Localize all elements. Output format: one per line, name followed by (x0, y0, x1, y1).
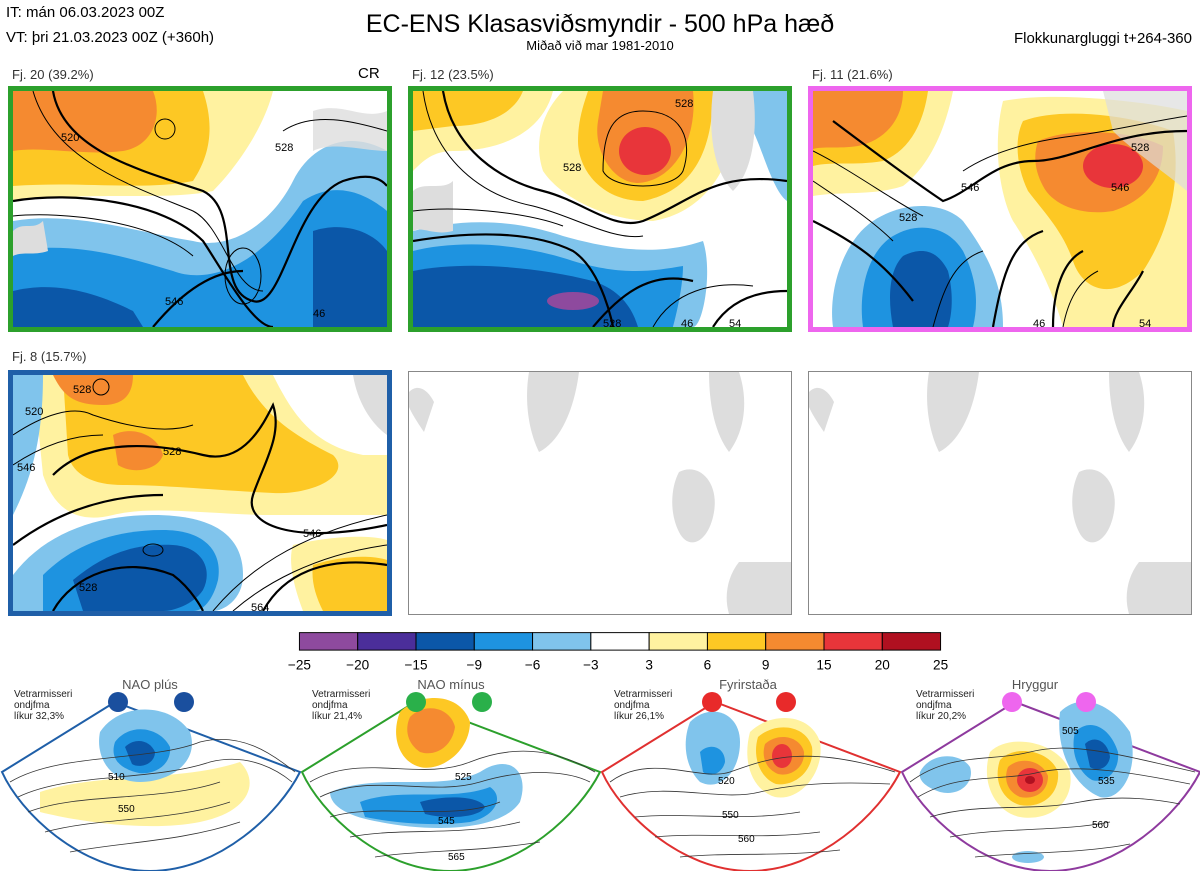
contour-label: 54 (729, 318, 741, 327)
contour-label: 528 (899, 212, 917, 224)
regime-row: 510 550 525 545 565 (0, 672, 1200, 873)
colorbar-segment (298, 632, 359, 651)
contour-label: 528 (563, 162, 581, 174)
regime-label: 525 (455, 772, 472, 783)
contour-label: 54 (1139, 318, 1151, 327)
colorbar-tick: −3 (583, 658, 599, 673)
colorbar-segment (357, 632, 417, 651)
regime-label: 545 (438, 816, 455, 827)
contour-label: 46 (313, 308, 325, 320)
empty-map-5 (408, 371, 792, 615)
contour-label: 528 (163, 446, 181, 458)
contour-label: 46 (1033, 318, 1045, 327)
empty-map-6 (808, 371, 1192, 615)
regime-title-2: NAO mínus (417, 677, 485, 692)
page-subtitle: Miðað við mar 1981-2010 (526, 38, 674, 53)
contour-label: 528 (1131, 142, 1149, 154)
contour-label: 46 (681, 318, 693, 327)
colorbar-tick: −20 (346, 658, 369, 673)
contour-label: 528 (275, 142, 293, 154)
contour-label: 528 (603, 318, 621, 327)
colorbar-tick: 15 (816, 658, 831, 673)
colorbar: −25 −20 −15 −9 −6 −3 3 6 9 15 20 25 (280, 632, 960, 681)
initial-time: IT: mán 06.03.2023 00Z (6, 4, 165, 21)
regime-title-3: Fyrirstaða (719, 677, 777, 692)
contour-label: 528 (73, 384, 91, 396)
regime-title-4: Hryggur (1011, 677, 1059, 692)
regime-ridge: 505 535 560 (900, 692, 1200, 873)
colorbar-segment (648, 632, 708, 651)
regime-blocking: 520 550 560 (600, 692, 902, 873)
regime-note-3: Vetrarmisseri ondjfma líkur 26,1% (614, 689, 673, 722)
contour-label: 528 (79, 582, 97, 594)
regime-label: 565 (448, 852, 465, 863)
regime-label: 560 (1092, 820, 1109, 831)
colorbar-segment (532, 632, 592, 651)
cluster-map-3: 528 546 528 546 46 54 (808, 86, 1192, 332)
regime-title-1: NAO plús (122, 677, 178, 692)
cluster-map-2: 528 528 528 46 54 (408, 86, 792, 332)
contour-label: 528 (675, 98, 693, 110)
colorbar-segment (881, 632, 942, 651)
colorbar-segment (590, 632, 650, 651)
colorbar-tick: 25 (933, 658, 948, 673)
colorbar-tick: 20 (875, 658, 891, 673)
colorbar-tick: −9 (467, 658, 483, 673)
regime-note-1: Vetrarmisseri ondjfma líkur 32,3% (14, 689, 73, 722)
page-title: EC-ENS Klasasviðsmyndir - 500 hPa hæð (365, 10, 835, 38)
colorbar-segment (706, 632, 767, 651)
colorbar-segment (765, 632, 825, 651)
regime-label: 550 (118, 804, 135, 815)
classification-window: Flokkunargluggi t+264-360 (1013, 30, 1192, 47)
cluster-map-4: 520 528 528 546 528 546 564 (8, 370, 392, 616)
colorbar-tick: −15 (404, 658, 427, 673)
contour-label: 546 (303, 528, 321, 540)
colorbar-segment (473, 632, 534, 651)
colorbar-tick: 9 (762, 658, 770, 673)
contour-label: 564 (251, 602, 269, 611)
colorbar-tick: 3 (645, 658, 653, 673)
colorbar-segment (415, 632, 475, 651)
contour-label: 520 (25, 406, 43, 418)
panel-4-label: Fj. 8 (15.7%) (12, 349, 87, 364)
panel-1-label: Fj. 20 (39.2%) (12, 67, 94, 82)
valid-time: VT: þri 21.03.2023 00Z (+360h) (6, 29, 215, 46)
colorbar-tick: −25 (288, 658, 311, 673)
cluster-map-1: 520 528 546 46 (8, 86, 392, 332)
regime-note-4: Vetrarmisseri ondjfma líkur 20,2% (916, 689, 975, 722)
contour-label: 546 (961, 182, 979, 194)
regime-note-2: Vetrarmisseri ondjfma líkur 21,4% (312, 689, 371, 722)
contour-label: 520 (61, 132, 79, 144)
contour-label: 546 (17, 462, 35, 474)
panel-3-label: Fj. 11 (21.6%) (812, 67, 893, 82)
regime-label: 505 (1062, 726, 1079, 737)
regime-label: 520 (718, 776, 735, 787)
colorbar-tick: 6 (704, 658, 712, 673)
regime-nao-minus: 525 545 565 (300, 692, 602, 873)
contour-label: 546 (1111, 182, 1129, 194)
colorbar-segment (823, 632, 883, 651)
regime-label: 510 (108, 772, 125, 783)
regime-label: 550 (722, 810, 739, 821)
panel-2-label: Fj. 12 (23.5%) (412, 67, 494, 82)
panel-1-tag: CR (358, 65, 380, 82)
regime-label: 535 (1098, 776, 1115, 787)
contour-label: 546 (165, 296, 183, 308)
colorbar-tick: −6 (525, 658, 541, 673)
regime-label: 560 (738, 834, 755, 845)
